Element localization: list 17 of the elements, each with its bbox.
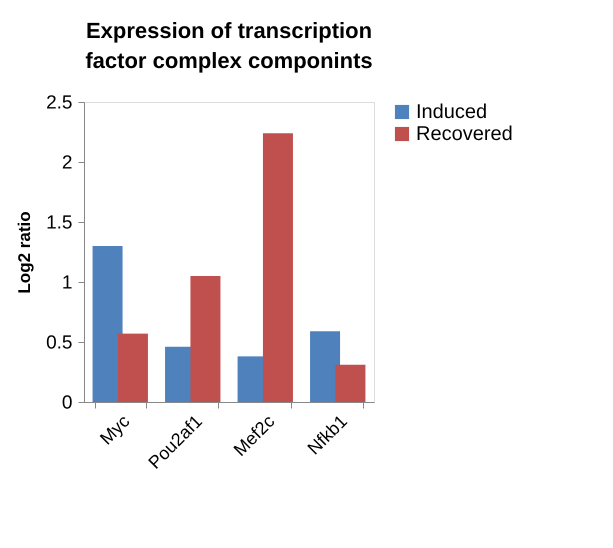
y-tick-label: 2.5 xyxy=(46,92,72,114)
y-tick-label: 0.5 xyxy=(46,332,72,354)
legend-label: Induced xyxy=(416,101,488,123)
x-tick-label: Myc xyxy=(96,411,134,449)
y-tick-label: 1 xyxy=(62,272,72,294)
y-tick-label: 0 xyxy=(62,392,72,414)
legend-label: Recovered xyxy=(416,123,513,145)
bar xyxy=(118,334,148,402)
bar xyxy=(262,133,293,402)
bar xyxy=(335,364,366,402)
bar xyxy=(310,331,340,402)
y-tick-label: 1.5 xyxy=(46,212,72,234)
bar xyxy=(190,276,220,402)
y-tick-label: 2 xyxy=(62,152,72,174)
chart-title: Expression of transcription factor complex componints xyxy=(85,18,373,73)
y-axis-title: Log2 ratio xyxy=(15,211,34,294)
bar xyxy=(92,246,123,402)
